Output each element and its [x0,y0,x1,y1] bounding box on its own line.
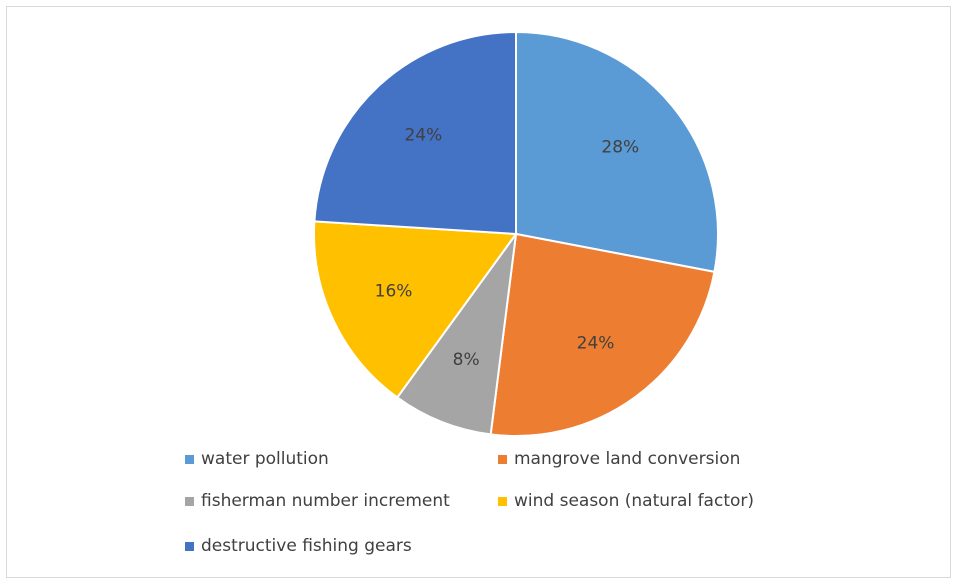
legend-swatch [185,454,194,464]
pie-data-labels: 28% 24% 8% 16% 24% [375,125,640,369]
legend-label: fisherman number increment [201,491,450,511]
legend-swatch [185,496,194,506]
data-label-water-pollution: 28% [601,138,639,158]
legend-swatch [498,496,507,506]
legend-swatch [498,454,507,464]
pie-slice-destructive-fishing-gears [313,30,517,236]
legend-label: wind season (natural factor) [514,491,755,511]
legend-item-mangrove-land-conversion: mangrove land conversion [498,449,740,469]
legend-item-fisherman-number-increment: fisherman number increment [185,491,450,511]
legend-item-wind-season: wind season (natural factor) [498,491,754,511]
data-label-wind-season-natural-factor: 16% [375,282,413,302]
pie-slice-mangrove-land-conversion [489,232,716,437]
legend-label: mangrove land conversion [514,449,741,469]
legend-label: destructive fishing gears [201,536,412,556]
legend-label: water pollution [201,449,329,469]
legend-swatch [185,541,194,551]
legend-item-water-pollution: water pollution [185,449,329,469]
data-label-destructive-fishing-gears: 24% [404,125,442,145]
data-label-fisherman-number-increment: 8% [453,350,480,370]
legend-item-destructive-fishing-gears: destructive fishing gears [185,536,412,556]
pie-slice-water-pollution [515,30,719,274]
data-label-mangrove-land-conversion: 24% [577,333,615,353]
pie-slice-wind-season-natural-factor [313,220,518,399]
pie-slices [313,30,719,437]
pie-slice-fisherman-number-increment [395,233,517,436]
